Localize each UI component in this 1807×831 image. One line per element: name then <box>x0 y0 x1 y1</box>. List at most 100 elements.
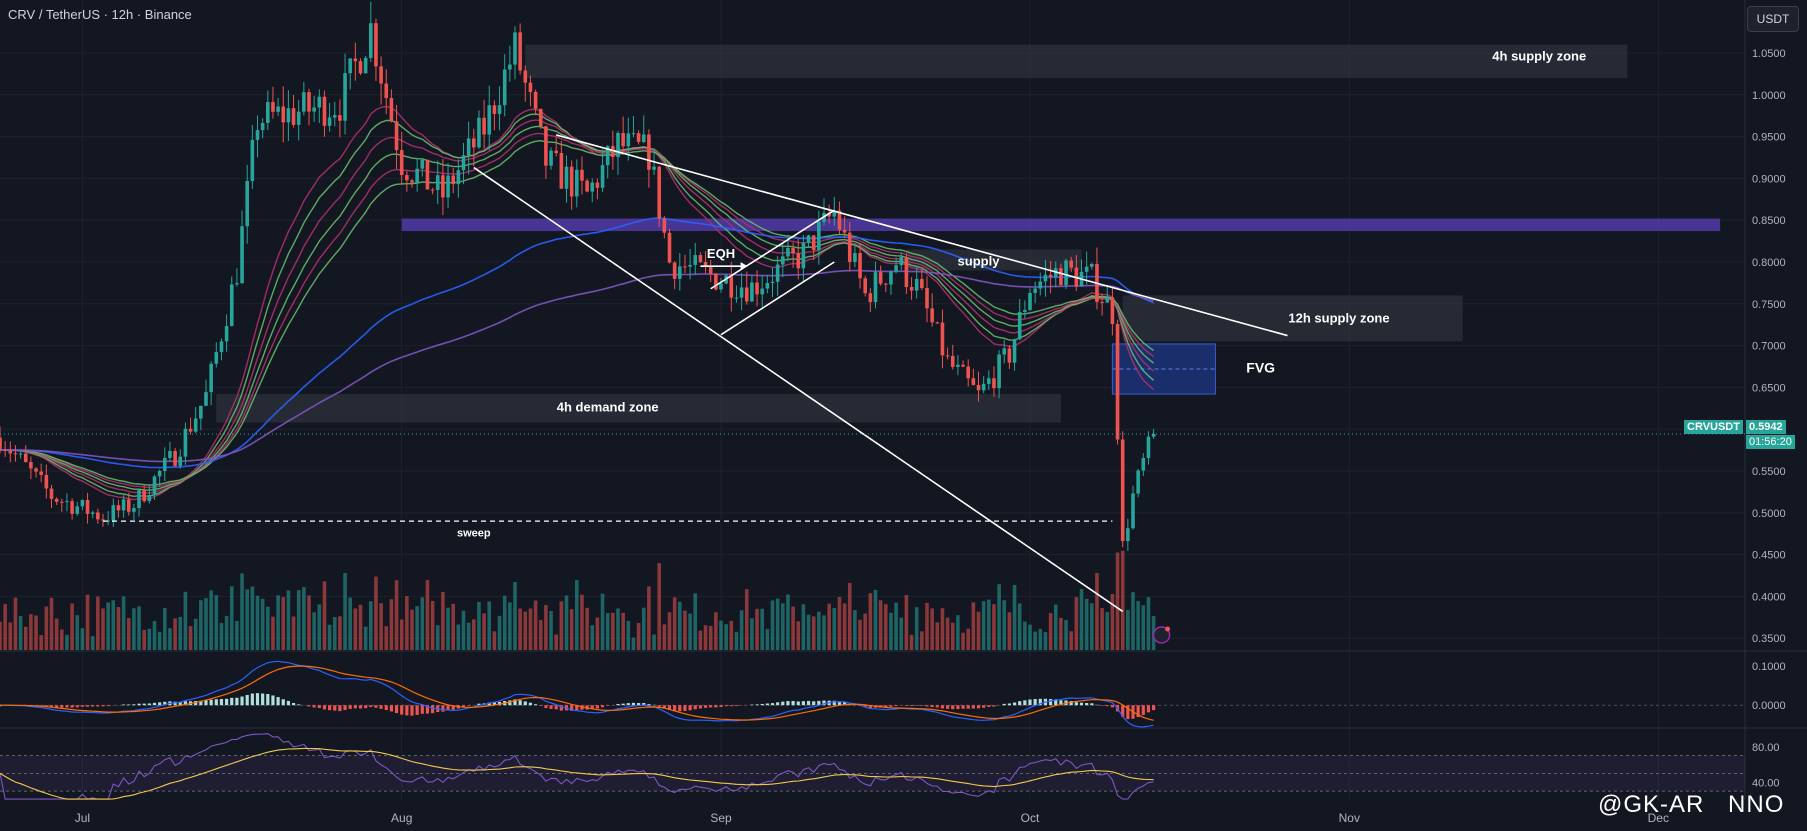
candle <box>1131 493 1135 529</box>
volume-bar <box>580 594 584 650</box>
macd-histogram-bar <box>590 705 594 709</box>
macd-histogram-bar <box>420 705 424 714</box>
volume-bar <box>657 563 661 650</box>
volume-bar <box>132 608 136 650</box>
volume-bar <box>549 611 553 650</box>
macd-histogram-bar <box>338 705 342 712</box>
candle <box>1007 348 1012 363</box>
volume-bar <box>1069 631 1073 650</box>
price-tick: 0.7500 <box>1752 299 1786 311</box>
macd-histogram-bar <box>946 705 950 709</box>
candle <box>538 108 543 127</box>
macd-histogram-bar <box>837 701 842 706</box>
macd-histogram-bar <box>1033 699 1037 706</box>
candle <box>1048 274 1053 278</box>
volume-bar <box>1033 631 1037 650</box>
candle <box>101 519 105 521</box>
candle <box>281 106 286 123</box>
volume-bar <box>106 602 110 650</box>
candle <box>34 468 38 472</box>
candle <box>466 138 471 156</box>
volume-bar <box>497 615 502 650</box>
price-tick: 0.6500 <box>1752 382 1786 394</box>
volume-bar <box>173 618 177 650</box>
candle <box>276 106 280 112</box>
macd-histogram-bar <box>1059 700 1063 706</box>
macd-histogram-bar <box>894 705 898 707</box>
volume-bar <box>822 615 826 650</box>
volume-bar <box>44 606 49 650</box>
macd-histogram-bar <box>1146 705 1151 713</box>
volume-bar <box>678 601 682 650</box>
volume-bar <box>693 593 698 650</box>
macd-histogram-bar <box>400 705 404 715</box>
volume-bar <box>1115 552 1120 650</box>
volume-bar <box>976 611 981 650</box>
volume-bar <box>317 604 322 650</box>
price-tag-price: 0.5942 <box>1746 420 1786 434</box>
candle <box>245 181 249 227</box>
candle <box>178 456 183 466</box>
candle <box>904 256 909 287</box>
candle <box>291 108 296 125</box>
macd-histogram-bar <box>595 705 599 709</box>
macd-histogram-bar <box>1074 702 1078 706</box>
macd-histogram-bar <box>1141 705 1145 715</box>
candle <box>662 218 667 233</box>
macd-histogram-bar <box>96 705 100 707</box>
macd-histogram-bar <box>312 705 316 708</box>
volume-bar <box>101 608 105 650</box>
macd-histogram-bar <box>384 705 388 711</box>
volume-bar <box>781 603 785 650</box>
candle <box>188 428 193 432</box>
candle <box>487 105 492 135</box>
candle <box>152 476 157 496</box>
ma-purple-line <box>0 269 1154 463</box>
macd-histogram-bar <box>1126 705 1130 720</box>
macd-histogram-bar <box>307 705 311 707</box>
annotation-label: sweep <box>457 528 491 540</box>
volume-bar <box>229 586 234 650</box>
candle <box>85 499 90 514</box>
candle <box>1090 263 1094 267</box>
eqh-arrow-head <box>740 262 748 271</box>
macd-histogram-bar <box>374 705 378 708</box>
volume-bar <box>853 610 857 650</box>
candle <box>1059 268 1063 286</box>
macd-histogram-bar <box>1152 705 1156 711</box>
candle <box>837 210 842 230</box>
macd-histogram-bar <box>204 700 208 706</box>
volume-bar <box>188 626 193 650</box>
macd-histogram-bar <box>266 693 270 706</box>
candle <box>693 255 698 265</box>
candle <box>842 229 847 233</box>
candle <box>811 235 816 251</box>
volume-bar <box>466 622 471 650</box>
volume-bar <box>683 610 687 650</box>
candle <box>714 273 718 290</box>
macd-histogram-bar <box>281 699 285 706</box>
volume-bar <box>647 586 651 650</box>
macd-histogram-bar <box>137 703 141 706</box>
volume-bar <box>405 596 409 650</box>
volume-bar <box>920 631 924 650</box>
macd-histogram-bar <box>369 705 373 708</box>
macd-histogram-bar <box>822 700 826 706</box>
volume-bar <box>435 625 440 650</box>
macd-histogram-bar <box>261 693 265 706</box>
macd-histogram-bar <box>461 705 466 708</box>
candle <box>96 512 100 520</box>
macd-histogram-bar <box>1136 705 1140 718</box>
macd-histogram-bar <box>415 705 419 715</box>
candle <box>302 92 306 112</box>
candle <box>765 282 770 289</box>
macd-histogram-bar <box>1121 705 1125 717</box>
macd-histogram-bar <box>971 705 975 709</box>
price-tick: 0.9500 <box>1752 132 1786 144</box>
volume-bar <box>1090 603 1094 650</box>
currency-button[interactable]: USDT <box>1747 6 1799 32</box>
macd-histogram-bar <box>724 705 728 707</box>
candle <box>770 281 775 283</box>
alert-icon <box>1152 626 1171 644</box>
